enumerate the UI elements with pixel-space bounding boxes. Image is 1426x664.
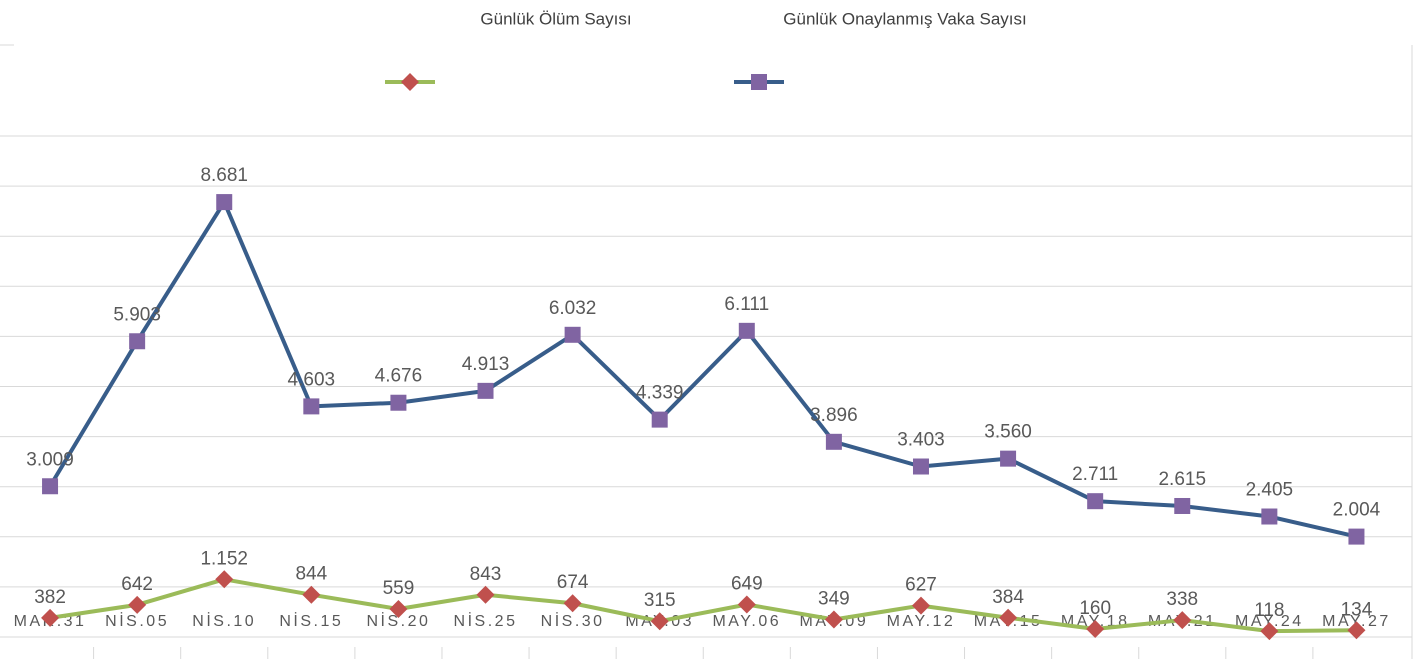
marker [563,594,582,613]
marker [650,612,669,631]
marker [1348,528,1365,545]
data-label: 6.032 [549,298,597,319]
data-label: 559 [383,578,415,599]
marker [1174,497,1191,514]
data-label: 134 [1341,599,1373,620]
marker [215,570,234,589]
data-label: 4.676 [375,366,423,387]
marker [651,411,668,428]
data-label: 3.896 [810,405,858,426]
data-label: 3.403 [897,430,945,451]
series-line [49,577,1357,634]
legend-label: Günlük Onaylanmış Vaka Sayısı [783,9,1026,28]
marker [303,398,320,415]
data-label: 4.339 [636,383,684,404]
legend-label: Günlük Ölüm Sayısı [480,9,631,28]
marker [128,595,147,614]
data-label: 2.004 [1333,500,1381,521]
marker [999,608,1018,627]
legend-marker [401,73,419,91]
data-label: 349 [818,589,850,610]
data-label: 4.603 [288,369,336,390]
series-line [48,200,1357,539]
marker [1087,493,1104,510]
data-label: 642 [121,574,153,595]
marker [1261,508,1278,525]
marker [41,608,60,627]
data-label: 382 [34,587,66,608]
x-tick-label: NİS.15 [279,611,343,630]
marker [390,394,407,411]
data-label: 118 [1254,600,1284,621]
marker [911,596,930,615]
marker [825,433,842,450]
marker [476,585,495,604]
x-tick-label: NİS.25 [454,611,518,630]
data-label: 2.711 [1072,464,1118,485]
x-tick-label: NİS.20 [366,611,430,630]
marker [1000,450,1017,467]
marker [389,599,408,618]
x-tick-label: NİS.10 [192,611,256,630]
x-tick-label: MAY.24 [1235,613,1304,630]
data-label: 5.903 [113,304,161,325]
marker [302,585,321,604]
data-label: 160 [1079,598,1111,619]
data-label: 384 [992,587,1024,608]
data-label: 3.009 [26,449,74,470]
data-label: 674 [557,572,589,593]
marker [1260,622,1279,641]
x-tick-label: NİS.05 [105,611,169,630]
marker [1086,619,1105,638]
marker [1347,621,1366,640]
data-label: 315 [644,590,676,611]
data-label: 2.405 [1246,480,1294,501]
x-tick-label: NİS.30 [541,611,605,630]
marker [477,382,494,399]
marker [1173,611,1192,630]
marker [216,194,233,211]
data-label: 843 [470,564,502,585]
data-label: 3.560 [984,422,1032,443]
x-tick-label: MAY.06 [712,613,781,630]
data-label: 1.152 [200,548,248,569]
data-label: 2.615 [1158,469,1206,490]
data-label: 844 [295,564,327,585]
legend-marker [751,74,767,90]
marker [912,458,929,475]
x-tick-label: MAY.12 [887,613,956,630]
data-label: 338 [1166,589,1198,610]
data-label: 627 [905,575,937,596]
data-label: 649 [731,574,763,595]
marker [737,595,756,614]
x-tick-label: MAY.27 [1322,613,1391,630]
data-label: 8.681 [200,165,248,186]
marker [564,326,581,343]
data-label: 6.111 [724,294,769,315]
data-label: 4.913 [462,354,510,375]
marker [42,478,59,495]
marker [129,333,146,350]
marker [824,610,843,629]
marker [738,322,755,339]
